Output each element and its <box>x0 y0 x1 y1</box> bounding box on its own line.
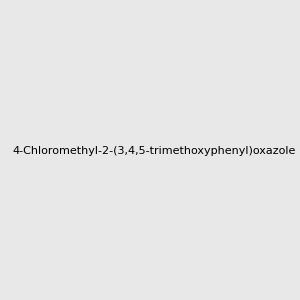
Text: 4-Chloromethyl-2-(3,4,5-trimethoxyphenyl)oxazole: 4-Chloromethyl-2-(3,4,5-trimethoxyphenyl… <box>12 146 296 157</box>
